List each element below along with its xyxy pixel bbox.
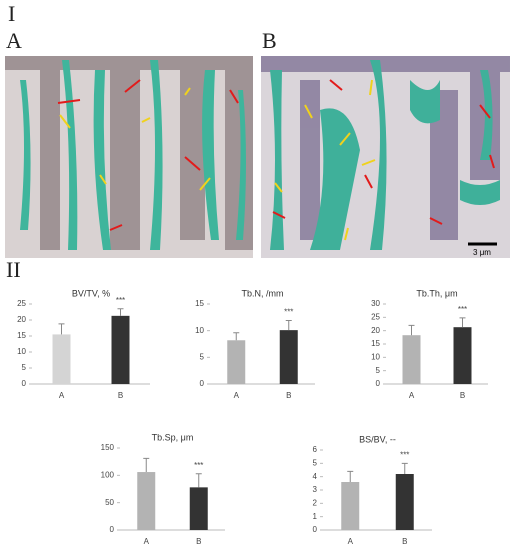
- y-tick-label: 5: [376, 366, 381, 375]
- error-bar: [408, 324, 415, 336]
- x-tick-label: B: [460, 391, 465, 400]
- scale-bar-label: 3 μm: [473, 248, 491, 257]
- y-tick-label: 3: [313, 485, 318, 494]
- y-tick-label: 20: [17, 315, 26, 324]
- section-label: II: [6, 257, 21, 282]
- y-tick-label: 5: [200, 352, 205, 361]
- chart-title: Tb.Th, μm: [416, 288, 457, 298]
- y-tick-label: 5: [313, 458, 318, 467]
- y-tick-label: 25: [17, 299, 26, 308]
- significance-label: ***: [116, 296, 125, 305]
- chart-title: BS/BV, --: [359, 434, 396, 444]
- y-tick-label: 10: [371, 352, 380, 361]
- x-tick-label: B: [196, 537, 201, 546]
- bar: [137, 472, 156, 530]
- x-tick-label: A: [144, 537, 150, 546]
- y-tick-label: 0: [376, 379, 381, 388]
- y-tick-label: 0: [313, 525, 318, 534]
- x-tick-label: B: [118, 391, 123, 400]
- x-tick-label: A: [234, 391, 240, 400]
- error-bar: [117, 308, 124, 316]
- y-tick-label: 10: [17, 347, 26, 356]
- y-tick-label: 150: [101, 443, 115, 452]
- bar: [111, 315, 130, 384]
- bar: [279, 330, 298, 384]
- y-tick-label: 4: [313, 472, 318, 481]
- bar: [453, 327, 472, 384]
- error-bar: [58, 323, 65, 335]
- bar: [341, 482, 360, 530]
- significance-label: ***: [458, 305, 467, 314]
- histology-image-b: 3 μm: [261, 56, 510, 258]
- y-tick-label: 50: [105, 498, 114, 507]
- error-bar: [401, 462, 408, 474]
- error-bar: [233, 332, 240, 341]
- y-tick-label: 0: [200, 379, 205, 388]
- y-tick-label: 15: [371, 339, 380, 348]
- x-tick-label: B: [286, 391, 291, 400]
- y-tick-label: 1: [313, 512, 318, 521]
- bar: [52, 334, 71, 384]
- chart-title: BV/TV, %: [72, 288, 110, 298]
- error-bar: [195, 473, 202, 488]
- bar: [189, 487, 208, 530]
- y-tick-label: 25: [371, 312, 380, 321]
- x-tick-label: A: [348, 537, 354, 546]
- y-tick-label: 0: [110, 525, 115, 534]
- significance-label: ***: [284, 308, 293, 317]
- significance-label: ***: [400, 450, 409, 459]
- x-tick-label: B: [402, 537, 407, 546]
- y-tick-label: 5: [22, 363, 27, 372]
- y-tick-label: 100: [101, 470, 115, 479]
- histology-image-a: [5, 56, 253, 258]
- y-tick-label: 2: [313, 498, 318, 507]
- y-tick-label: 30: [371, 299, 380, 308]
- y-tick-label: 0: [22, 379, 27, 388]
- y-tick-label: 10: [195, 326, 204, 335]
- y-tick-label: 15: [195, 299, 204, 308]
- error-bar: [143, 457, 150, 473]
- chart-title: Tb.Sp, μm: [152, 432, 194, 442]
- y-tick-label: 20: [371, 326, 380, 335]
- error-bar: [347, 470, 354, 482]
- chart-title: Tb.N, /mm: [242, 288, 284, 298]
- y-tick-label: 6: [313, 445, 318, 454]
- bar: [227, 340, 246, 384]
- bar: [395, 474, 414, 530]
- error-bar: [459, 317, 466, 328]
- panel-label: B: [262, 28, 277, 53]
- y-tick-label: 15: [17, 331, 26, 340]
- bar: [402, 335, 421, 384]
- x-tick-label: A: [59, 391, 65, 400]
- panel-label: A: [6, 28, 22, 53]
- section-label: I: [8, 1, 15, 26]
- error-bar: [285, 320, 292, 331]
- x-tick-label: A: [409, 391, 415, 400]
- significance-label: ***: [194, 461, 203, 470]
